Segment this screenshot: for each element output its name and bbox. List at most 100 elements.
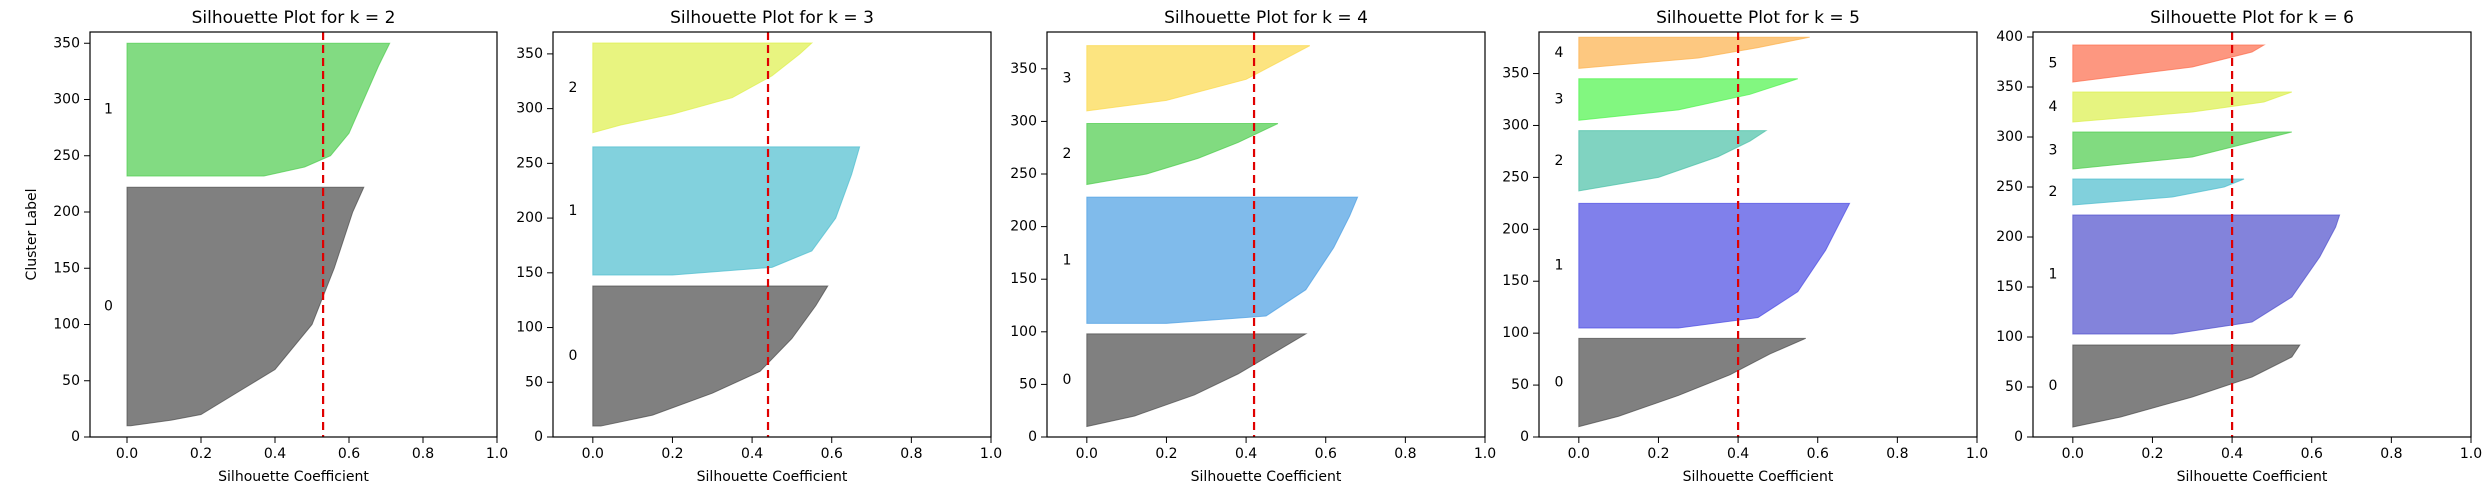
- cluster-label: 1: [568, 203, 577, 219]
- x-tick-label: 0.2: [1647, 446, 1669, 462]
- silhouette-area: [1578, 202, 1851, 329]
- cluster-label: 1: [104, 102, 113, 118]
- y-tick-label: 350: [53, 35, 80, 51]
- y-tick-label: 300: [1996, 129, 2023, 145]
- cluster-label: 0: [1062, 372, 1071, 388]
- y-tick-label: 100: [1502, 325, 1529, 341]
- y-tick-label: 300: [1502, 117, 1529, 133]
- y-tick-label: 200: [1996, 229, 2023, 245]
- x-tick-label: 1.0: [980, 446, 1002, 462]
- x-tick-label: 0.8: [2380, 446, 2402, 462]
- x-tick-label: 0.4: [264, 446, 286, 462]
- silhouette-area: [592, 42, 814, 134]
- cluster-label: 0: [1554, 374, 1563, 390]
- x-tick-label: 0.4: [741, 446, 763, 462]
- y-tick-label: 200: [516, 210, 543, 226]
- silhouette-area: [126, 186, 365, 427]
- y-tick-label: 50: [2005, 379, 2023, 395]
- cluster-label: 1: [1062, 252, 1071, 268]
- cluster-label: 3: [1554, 92, 1563, 108]
- panel: 0 1 0.0 0.2 0.4 0.6 0.8 1.0 0 50 100 150 200 250 300 35…: [24, 8, 508, 485]
- x-tick-label: 0.8: [412, 446, 434, 462]
- x-tick-label: 0.8: [1394, 446, 1416, 462]
- x-tick-label: 0.8: [1886, 446, 1908, 462]
- chart-title: Silhouette Plot for k = 6: [2150, 8, 2354, 28]
- x-tick-label: 0.2: [2141, 446, 2163, 462]
- y-axis-label: Cluster Label: [24, 189, 40, 281]
- y-tick-label: 400: [1996, 29, 2023, 45]
- silhouette-area: [126, 42, 391, 177]
- silhouette-area: [2072, 131, 2292, 170]
- x-tick-label: 0.0: [116, 446, 138, 462]
- silhouette-area: [592, 146, 861, 276]
- x-tick-label: 0.4: [2221, 446, 2243, 462]
- y-tick-label: 0: [2014, 429, 2023, 445]
- x-tick-label: 0.2: [661, 446, 683, 462]
- silhouette-area: [2072, 178, 2245, 206]
- silhouette-area: [2072, 44, 2266, 83]
- cluster-label: 4: [2048, 99, 2057, 115]
- silhouette-area: [2072, 214, 2341, 335]
- y-tick-label: 50: [1019, 376, 1037, 392]
- x-tick-label: 1.0: [1474, 446, 1496, 462]
- x-tick-label: 0.2: [1155, 446, 1177, 462]
- x-tick-label: 0.0: [1076, 446, 1098, 462]
- y-tick-label: 200: [1010, 219, 1037, 235]
- y-tick-label: 200: [1502, 221, 1529, 237]
- axes-frame: [1046, 31, 1486, 438]
- silhouette-area: [2072, 344, 2301, 428]
- panel: 0 1 2 0.0 0.2 0.4 0.6 0.8 1.0 0 50 100 150 200 250 300 3…: [516, 8, 1002, 485]
- y-tick-label: 350: [1996, 79, 2023, 95]
- y-tick-label: 350: [1502, 66, 1529, 82]
- silhouette-area: [1086, 123, 1279, 186]
- axes-frame: [89, 31, 498, 438]
- panel: 0 1 2 3 0.0 0.2 0.4 0.6 0.8 1.0 0 50 100 150 200 250 300…: [1010, 8, 1496, 485]
- silhouette-area: [1578, 337, 1806, 428]
- chart-title: Silhouette Plot for k = 3: [670, 8, 874, 28]
- cluster-label: 5: [2048, 56, 2057, 72]
- x-tick-label: 0.0: [2062, 446, 2084, 462]
- y-tick-label: 0: [1520, 429, 1529, 445]
- x-tick-label: 0.6: [821, 446, 843, 462]
- y-tick-label: 100: [516, 320, 543, 336]
- x-tick-label: 0.0: [1568, 446, 1590, 462]
- chart-title: Silhouette Plot for k = 5: [1656, 8, 1860, 28]
- y-tick-label: 150: [516, 265, 543, 281]
- cluster-label: 2: [568, 80, 577, 96]
- x-tick-label: 0.4: [1235, 446, 1257, 462]
- chart-title: Silhouette Plot for k = 2: [192, 8, 396, 28]
- y-tick-label: 50: [525, 374, 543, 390]
- axes-frame: [1538, 31, 1978, 438]
- y-tick-label: 300: [53, 92, 80, 108]
- x-tick-label: 0.6: [1807, 446, 1829, 462]
- x-axis-label: Silhouette Coefficient: [1683, 469, 1834, 485]
- silhouette-area: [1578, 130, 1768, 192]
- y-tick-label: 0: [71, 429, 80, 445]
- cluster-label: 0: [568, 348, 577, 364]
- cluster-label: 4: [1554, 45, 1563, 61]
- silhouette-area: [2072, 91, 2292, 123]
- y-tick-label: 250: [53, 148, 80, 164]
- cluster-label: 2: [1554, 153, 1563, 169]
- y-tick-label: 100: [1996, 329, 2023, 345]
- x-tick-label: 0.6: [338, 446, 360, 462]
- cluster-label: 2: [2048, 184, 2057, 200]
- x-axis-label: Silhouette Coefficient: [1191, 469, 1342, 485]
- x-axis-label: Silhouette Coefficient: [2177, 469, 2328, 485]
- y-tick-label: 250: [1010, 166, 1037, 182]
- y-tick-label: 50: [1511, 377, 1529, 393]
- cluster-label: 0: [2048, 378, 2057, 394]
- cluster-label: 1: [1554, 258, 1563, 274]
- panel: 0 1 2 3 4 0.0 0.2 0.4 0.6 0.8 1.0 0 50 100 150 200 250 30…: [1502, 8, 1988, 485]
- x-tick-label: 1.0: [1966, 446, 1988, 462]
- silhouette-area: [1086, 196, 1359, 324]
- x-tick-label: 0.0: [582, 446, 604, 462]
- silhouette-area: [1086, 333, 1308, 428]
- chart-title: Silhouette Plot for k = 4: [1164, 8, 1368, 28]
- x-tick-label: 0.8: [900, 446, 922, 462]
- y-tick-label: 100: [53, 317, 80, 333]
- cluster-label: 2: [1062, 146, 1071, 162]
- y-tick-label: 150: [1502, 273, 1529, 289]
- y-tick-label: 250: [516, 155, 543, 171]
